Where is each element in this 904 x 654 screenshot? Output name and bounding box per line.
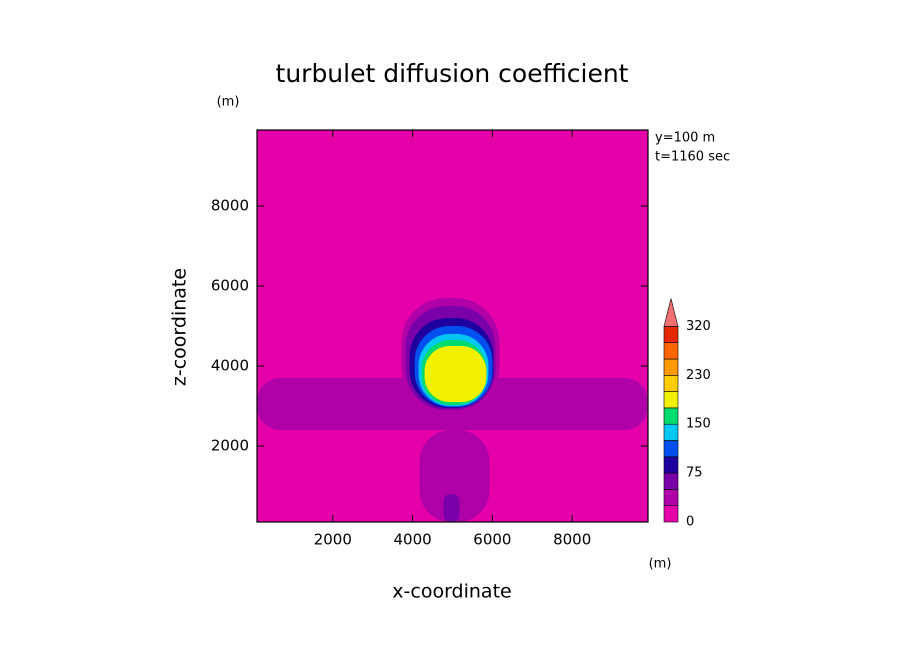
colorbar-label: 0 — [686, 515, 694, 530]
x-unit: (m) — [649, 557, 672, 572]
colorbar-over — [663, 298, 679, 327]
colorbar-box — [663, 440, 679, 458]
y-tick-label: 8000 — [211, 197, 249, 215]
colorbar-box — [663, 342, 679, 360]
x-tick-label: 6000 — [473, 531, 511, 549]
x-axis-label: x-coordinate — [392, 581, 511, 603]
annotation: y=100 m — [655, 131, 715, 146]
colorbar-box — [663, 505, 679, 523]
colorbar-box — [663, 423, 679, 441]
colorbar-label: 230 — [686, 368, 711, 383]
contour-region — [443, 494, 460, 522]
colorbar-label: 320 — [686, 319, 711, 334]
plot-frame — [256, 129, 649, 523]
y-tick-label: 2000 — [211, 437, 249, 455]
y-axis-label: z-coordinate — [169, 268, 191, 386]
colorbar-box — [663, 472, 679, 490]
colorbar-box — [663, 374, 679, 392]
colorbar-box — [663, 456, 679, 474]
colorbar-box — [663, 407, 679, 425]
x-tick-label: 2000 — [314, 531, 352, 549]
x-tick-label: 4000 — [394, 531, 432, 549]
contour-region — [424, 346, 487, 402]
plot-area — [257, 130, 648, 522]
y-unit: (m) — [217, 95, 240, 110]
colorbar-label: 150 — [686, 417, 711, 432]
colorbar-box — [663, 326, 679, 343]
y-tick-label: 6000 — [211, 277, 249, 295]
contour-region — [419, 430, 490, 522]
y-tick-label: 4000 — [211, 357, 249, 375]
colorbar-box — [663, 391, 679, 409]
colorbar-box — [663, 489, 679, 506]
colorbar-label: 75 — [686, 466, 703, 481]
chart-title: turbulet diffusion coefficient — [276, 59, 629, 88]
annotation: t=1160 sec — [655, 150, 730, 165]
x-tick-label: 8000 — [553, 531, 591, 549]
colorbar-box — [663, 358, 679, 376]
